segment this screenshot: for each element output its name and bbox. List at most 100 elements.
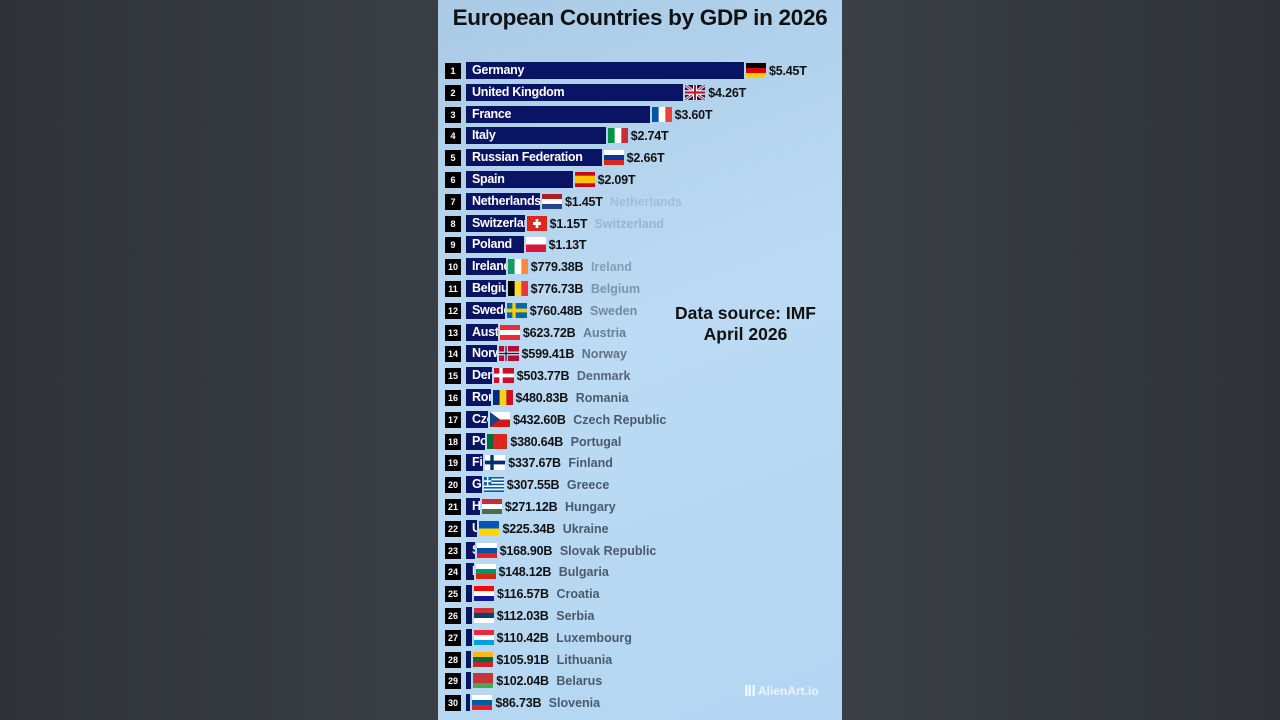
bar: Hungary <box>466 498 480 515</box>
bar-label: Bulgaria <box>472 563 474 580</box>
country-name-label: Lithuania <box>556 652 613 667</box>
rank-badge: 19 <box>445 455 461 472</box>
watermark: AlienArt.io <box>745 684 819 698</box>
bar: Romania <box>466 389 491 406</box>
value-label: $307.55B <box>506 478 560 493</box>
rank-badge: 30 <box>445 695 461 712</box>
rank-badge: 3 <box>445 106 461 123</box>
bar: United Kingdom <box>466 83 684 101</box>
country-name-label: Croatia <box>556 587 600 602</box>
bar-row: 25 Croatia $116.57B Croatia <box>438 585 842 603</box>
bar-row: 28 Lithuania $105.91B Lithuania <box>438 650 842 669</box>
rank-badge: 26 <box>445 608 461 624</box>
flag-icon <box>473 629 494 645</box>
data-source-label: Data source: IMF April 2026 <box>675 303 816 344</box>
bar-row: 21 Hungary $271.12B Hungary <box>438 498 842 516</box>
flag-icon <box>507 259 528 275</box>
flag-icon <box>475 564 496 580</box>
bar-row: 12 Sweden $760.48B Sweden <box>438 301 842 320</box>
rank-badge: 11 <box>445 281 461 297</box>
chart-panel: European Countries by GDP in 2026 1 Germa… <box>438 0 842 720</box>
bar-label: Russian Federation <box>472 150 583 165</box>
country-name-label: Belarus <box>556 674 603 689</box>
value-label: $776.73B <box>530 282 584 296</box>
rank-badge: 12 <box>445 302 461 319</box>
country-name-label: Czech Republic <box>573 412 667 427</box>
flag-icon <box>525 237 546 253</box>
bar: Lithuania <box>466 650 472 668</box>
flag-icon <box>526 215 547 231</box>
rank-badge: 6 <box>445 172 461 188</box>
bar-row: 2 United Kingdom $4.26T <box>438 83 842 102</box>
flag-icon <box>506 302 527 318</box>
bar: Ukraine <box>466 519 478 537</box>
country-name-label: Switzerland <box>594 216 665 231</box>
country-name-label: Ukraine <box>562 521 609 536</box>
flag-icon <box>485 455 506 471</box>
rank-badge: 15 <box>445 368 461 385</box>
bar-label: Ukraine <box>472 520 478 535</box>
bar-label: Denmark <box>472 368 492 383</box>
bar-label: Hungary <box>472 499 480 513</box>
bar-row: 1 Germany $5.45T <box>438 62 842 80</box>
flag-icon <box>473 673 494 689</box>
rank-badge: 1 <box>445 63 461 79</box>
bar-row: 16 Romania $480.83B Romania <box>438 389 842 407</box>
bar: Belgium <box>466 280 506 297</box>
rank-badge: 9 <box>445 237 461 254</box>
bar: Poland <box>466 236 524 254</box>
flag-icon <box>607 128 628 144</box>
rank-badge: 27 <box>445 629 461 646</box>
country-name-label: Norway <box>581 347 627 362</box>
flag-icon <box>499 324 520 340</box>
rank-badge: 7 <box>445 193 461 210</box>
bar-label: Switzerland <box>472 215 525 230</box>
rank-badge: 20 <box>445 477 461 494</box>
bar-label: Sweden <box>472 302 505 317</box>
flag-icon <box>603 150 624 166</box>
bar: Luxembourg <box>466 628 472 646</box>
value-label: $271.12B <box>504 500 558 514</box>
value-label: $480.83B <box>515 391 569 405</box>
bar: Russian Federation <box>466 149 602 167</box>
flag-icon <box>493 368 514 384</box>
value-label: $337.67B <box>508 456 561 471</box>
bar-label: Norway <box>472 346 497 361</box>
flag-icon <box>490 411 511 427</box>
country-name-label: Ireland <box>590 260 632 275</box>
country-name-label: Slovak Republic <box>559 543 657 558</box>
bar-row: 19 Finland $337.67B Finland <box>438 454 842 472</box>
bar-label: France <box>472 106 512 121</box>
flag-icon <box>479 520 500 536</box>
bar: Spain <box>466 171 573 188</box>
flag-icon <box>651 106 672 122</box>
bar-label: Spain <box>472 172 505 186</box>
bar-label: Germany <box>472 63 525 77</box>
bar: Netherlands <box>466 192 540 210</box>
rank-badge: 24 <box>445 564 461 581</box>
bar-row: 20 Greece $307.55B Greece <box>438 476 842 494</box>
bar-row: 15 Denmark $503.77B Denmark <box>438 367 842 385</box>
bar-row: 23 Slovak Republic $168.90B Slovak Republic <box>438 541 842 560</box>
bar: Denmark <box>466 367 492 385</box>
country-name-label: Austria <box>583 325 627 340</box>
bar-row: 6 Spain $2.09T <box>438 171 842 189</box>
value-label: $503.77B <box>516 369 570 384</box>
flag-icon <box>481 499 502 515</box>
bar: Switzerland <box>466 214 525 232</box>
value-label: $599.41B <box>521 347 575 362</box>
bar: Portugal <box>466 432 486 450</box>
country-name-label: Portugal <box>570 434 622 449</box>
bar-row: 22 Ukraine $225.34B Ukraine <box>438 519 842 538</box>
bar-row: 17 Czech Republic $432.60B Czech Republic <box>438 410 842 429</box>
flag-icon <box>574 172 595 188</box>
bar: Norway <box>466 345 497 363</box>
chart-title: European Countries by GDP in 2026 <box>452 5 828 30</box>
value-label: $380.64B <box>510 434 564 449</box>
rank-badge: 13 <box>445 324 461 341</box>
country-name-label: Hungary <box>565 500 616 514</box>
country-name-label: Netherlands <box>609 194 683 209</box>
value-label: $86.73B <box>495 696 542 711</box>
rank-badge: 2 <box>445 84 461 101</box>
bar: Belarus <box>466 672 472 690</box>
